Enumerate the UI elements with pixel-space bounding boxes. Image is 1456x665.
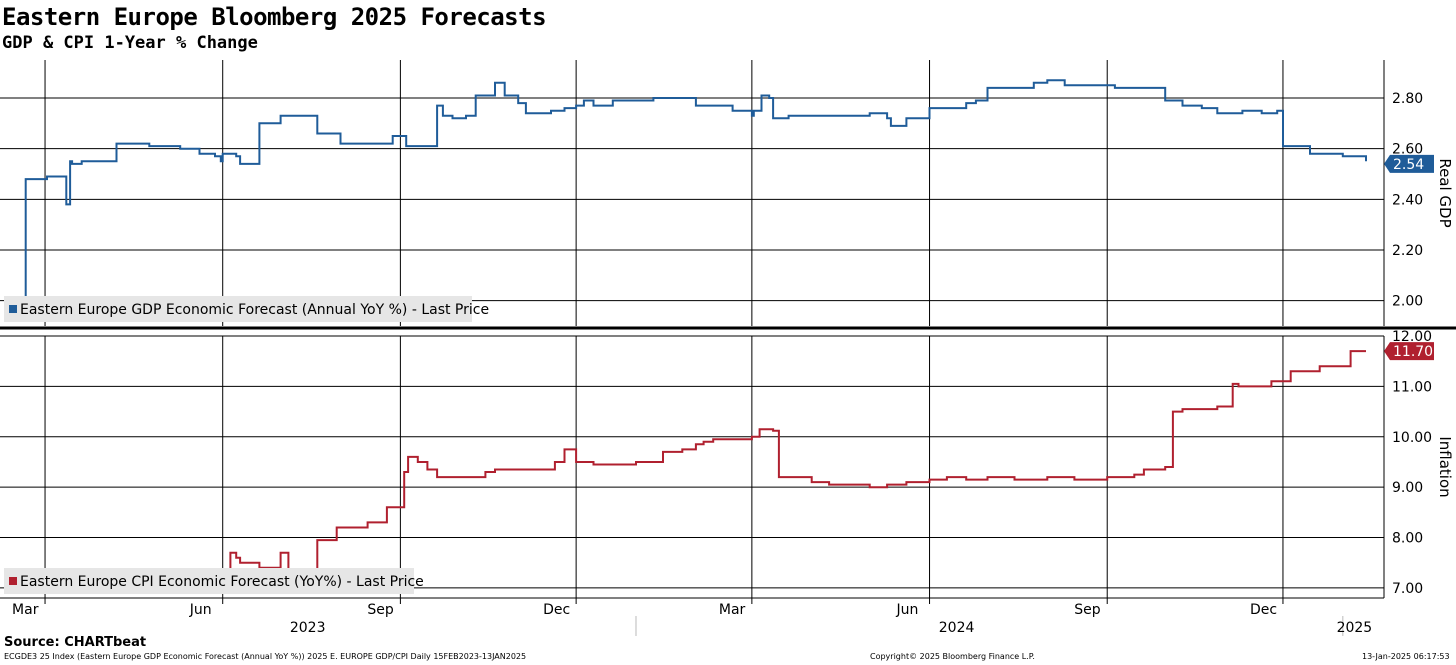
x-tick-label: Jun [189, 602, 212, 618]
year-label: 2023 [290, 620, 326, 636]
x-tick-label: Sep [1074, 602, 1101, 618]
y-tick-label: 8.00 [1392, 531, 1423, 547]
y-tick-label: 11.00 [1392, 379, 1432, 395]
series-line-gdp [18, 79, 1367, 302]
copyright: Copyright© 2025 Bloomberg Finance L.P. [870, 652, 1035, 661]
y-tick-label: 2.40 [1392, 192, 1423, 208]
ticker-info: ECGDE3 25 Index (Eastern Europe GDP Econ… [4, 652, 527, 661]
y-tick-label: 12.00 [1392, 329, 1432, 345]
x-tick-label: Jun [896, 602, 919, 618]
legend-label: Eastern Europe GDP Economic Forecast (An… [20, 302, 489, 318]
x-tick-label: Mar [12, 602, 39, 618]
y-tick-label: 7.00 [1392, 581, 1423, 597]
y-tick-label: 2.00 [1392, 294, 1423, 310]
x-tick-label: Sep [367, 602, 394, 618]
legend-swatch [9, 577, 17, 585]
last-value-tag [1384, 154, 1434, 173]
y-axis-title: Real GDP [1436, 158, 1454, 227]
y-axis-title: Inflation [1436, 436, 1454, 497]
x-tick-label: Dec [1250, 602, 1277, 618]
x-tick-label: Dec [543, 602, 570, 618]
legend-box [4, 296, 472, 322]
last-value-label: 11.70 [1393, 344, 1433, 360]
source-label: Source: CHARTbeat [4, 635, 147, 650]
year-label: 2024 [939, 620, 975, 636]
chart-title: Eastern Europe Bloomberg 2025 Forecasts [2, 3, 547, 31]
legend-box [4, 568, 414, 594]
y-tick-label: 9.00 [1392, 480, 1423, 496]
legend-label: Eastern Europe CPI Economic Forecast (Yo… [20, 574, 424, 590]
y-tick-label: 2.20 [1392, 243, 1423, 259]
legend-swatch [9, 305, 17, 313]
last-value-tag [1384, 342, 1434, 361]
y-tick-label: 2.60 [1392, 142, 1423, 158]
y-tick-label: 10.00 [1392, 430, 1432, 446]
chart-subtitle: GDP & CPI 1-Year % Change [2, 33, 258, 53]
y-tick-label: 2.80 [1392, 91, 1423, 107]
year-label: 2025 [1337, 620, 1373, 636]
timestamp: 13-Jan-2025 06:17:53 [1362, 652, 1450, 661]
x-tick-label: Mar [719, 602, 746, 618]
series-line-cpi [18, 350, 1366, 592]
last-value-label: 2.54 [1393, 157, 1424, 173]
